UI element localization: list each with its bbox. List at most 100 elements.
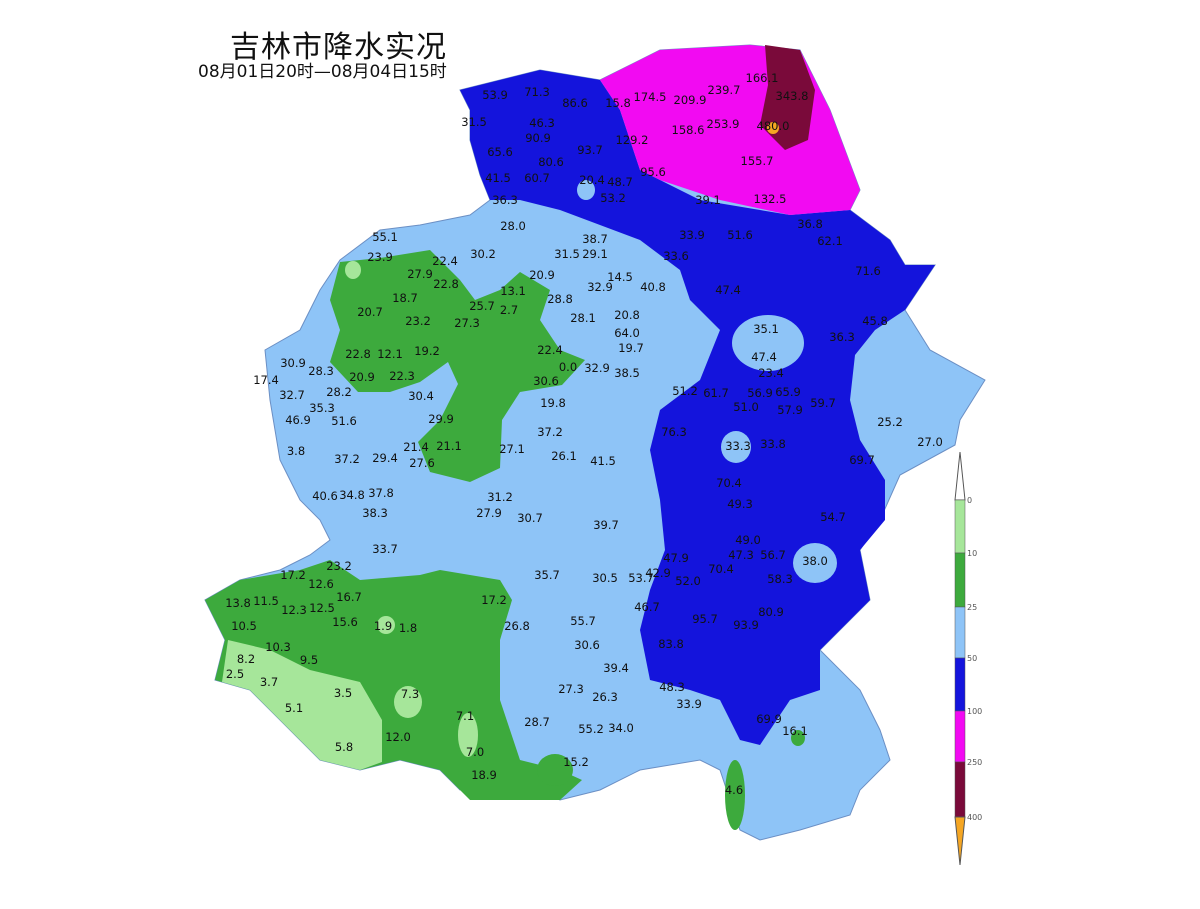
station-value: 19.7 [618, 341, 644, 355]
station-value: 31.2 [487, 490, 513, 504]
region-10-25 [537, 754, 573, 786]
station-value: 47.9 [663, 551, 689, 565]
station-value: 40.6 [312, 489, 338, 503]
station-value: 23.2 [405, 314, 431, 328]
station-value: 16.1 [782, 724, 808, 738]
station-value: 95.6 [640, 165, 666, 179]
station-value: 46.7 [634, 600, 660, 614]
station-value: 25.7 [469, 299, 495, 313]
station-value: 25.2 [877, 415, 903, 429]
legend-label: 400 [967, 813, 982, 822]
station-value: 5.8 [335, 740, 353, 754]
station-value: 93.7 [577, 143, 603, 157]
station-value: 53.7 [628, 571, 654, 585]
station-value: 18.7 [392, 291, 418, 305]
legend-swatch [954, 710, 966, 763]
station-value: 41.5 [485, 171, 511, 185]
map-subtitle: 08月01日20时—08月04日15时 [198, 62, 447, 82]
station-value: 52.0 [675, 574, 701, 588]
station-value: 64.0 [614, 326, 640, 340]
region-0-10 [377, 616, 395, 634]
station-value: 33.3 [725, 439, 751, 453]
region-10-25 [725, 760, 745, 830]
station-value: 166.1 [746, 71, 779, 85]
station-value: 61.7 [703, 386, 729, 400]
station-value: 65.9 [775, 385, 801, 399]
station-value: 129.2 [616, 133, 649, 147]
station-value: 53.2 [600, 191, 626, 205]
station-value: 16.7 [336, 590, 362, 604]
station-value: 28.3 [308, 364, 334, 378]
station-value: 36.3 [829, 330, 855, 344]
station-value: 48.3 [659, 680, 685, 694]
station-value: 49.3 [727, 497, 753, 511]
station-value: 20.9 [349, 370, 375, 384]
station-value: 34.0 [608, 721, 634, 735]
station-value: 343.8 [776, 89, 809, 103]
station-value: 12.1 [377, 347, 403, 361]
station-value: 57.9 [777, 403, 803, 417]
region-25-50 [721, 431, 751, 463]
station-value: 3.7 [260, 675, 278, 689]
station-value: 2.5 [226, 667, 244, 681]
station-value: 76.3 [661, 425, 687, 439]
region-0-10 [394, 686, 422, 718]
station-value: 7.0 [466, 745, 484, 759]
station-value: 132.5 [754, 192, 787, 206]
legend-swatch [954, 499, 966, 554]
station-value: 46.9 [285, 413, 311, 427]
station-value: 253.9 [707, 117, 740, 131]
station-value: 35.3 [309, 401, 335, 415]
station-value: 12.0 [385, 730, 411, 744]
station-value: 42.9 [645, 566, 671, 580]
station-value: 28.1 [570, 311, 596, 325]
station-value: 39.7 [593, 518, 619, 532]
station-value: 80.6 [538, 155, 564, 169]
station-value: 36.3 [492, 193, 518, 207]
station-value: 19.2 [414, 344, 440, 358]
rainfall-regions [204, 44, 986, 841]
station-value: 80.9 [758, 605, 784, 619]
station-value: 58.3 [767, 572, 793, 586]
station-value: 33.6 [663, 249, 689, 263]
station-value: 39.1 [695, 193, 721, 207]
station-value: 31.5 [554, 247, 580, 261]
station-value: 13.1 [500, 284, 526, 298]
station-value: 60.7 [524, 171, 550, 185]
station-value: 32.9 [587, 280, 613, 294]
station-value: 38.0 [802, 554, 828, 568]
station-value: 22.4 [537, 343, 563, 357]
station-value: 70.4 [716, 476, 742, 490]
station-value: 36.8 [797, 217, 823, 231]
region-10-25 [205, 560, 582, 800]
station-value: 155.7 [741, 154, 774, 168]
region-0-10 [458, 713, 478, 757]
station-value: 13.8 [225, 596, 251, 610]
station-value: 45.8 [862, 314, 888, 328]
station-value: 69.9 [756, 712, 782, 726]
station-value: 9.5 [300, 653, 318, 667]
station-value: 18.9 [471, 768, 497, 782]
legend-swatch [954, 451, 966, 501]
station-value: 20.9 [529, 268, 555, 282]
station-value: 27.0 [917, 435, 943, 449]
legend-swatch [954, 657, 966, 712]
station-value: 28.7 [524, 715, 550, 729]
station-value: 51.6 [727, 228, 753, 242]
station-value: 51.0 [733, 400, 759, 414]
legend-label: 100 [967, 707, 982, 716]
station-value: 17.2 [481, 593, 507, 607]
station-value: 90.9 [525, 131, 551, 145]
station-value: 30.9 [280, 356, 306, 370]
station-value: 40.8 [640, 280, 666, 294]
region-10-25 [791, 730, 805, 746]
region-25-50 [793, 543, 837, 583]
station-value: 47.4 [751, 350, 777, 364]
legend-swatch [954, 552, 966, 608]
station-value: 28.2 [326, 385, 352, 399]
legend-swatch [954, 606, 966, 659]
station-value: 27.9 [476, 506, 502, 520]
station-value: 56.7 [760, 548, 786, 562]
station-value: 30.5 [592, 571, 618, 585]
station-value: 49.0 [735, 533, 761, 547]
